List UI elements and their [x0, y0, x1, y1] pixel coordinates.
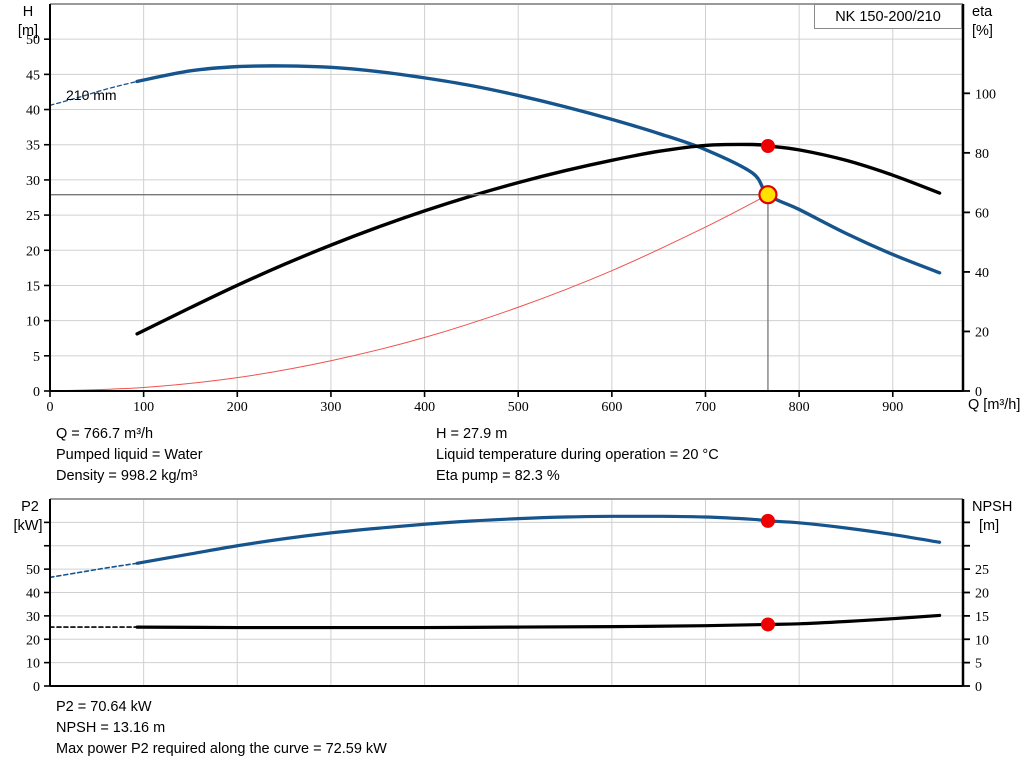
y-tick-label-right: 10	[975, 633, 989, 648]
y-tick-label-right: 100	[975, 87, 996, 102]
info-flow: Q = 766.7 m³/h	[56, 426, 154, 442]
pump-model-title: NK 150-200/210	[814, 4, 962, 29]
x-tick-label: 200	[227, 400, 248, 415]
x-tick-label: 100	[133, 400, 154, 415]
y-axis-left-unit: [kW]	[14, 518, 43, 534]
y-tick-label-left: 40	[26, 104, 40, 119]
x-tick-label: 0	[47, 400, 54, 415]
y-axis-right-title: eta	[972, 4, 993, 20]
info-pumped-liquid: Pumped liquid = Water	[56, 447, 203, 463]
y-tick-label-left: 30	[26, 610, 40, 625]
y-tick-label-right: 25	[975, 563, 989, 578]
axes-top	[44, 4, 970, 397]
y-tick-label-right: 40	[975, 266, 989, 281]
y-tick-label-left: 20	[26, 244, 40, 259]
y-tick-label-left: 20	[26, 633, 40, 648]
x-tick-label: 500	[508, 400, 529, 415]
info-liquid-temperature: Liquid temperature during operation = 20…	[436, 447, 719, 463]
grid-lines-top	[50, 3, 963, 391]
y-tick-label-right: 5	[975, 657, 982, 672]
curves-top	[49, 64, 942, 392]
info-head: H = 27.9 m	[436, 426, 508, 442]
curve-eta-pump	[135, 142, 942, 336]
y-tick-label-right: 20	[975, 587, 989, 602]
y-axis-right-unit: [%]	[972, 23, 993, 39]
y-tick-label-right: 0	[975, 385, 982, 400]
duty-markers-top	[50, 138, 778, 391]
y-axis-left-title: H	[23, 4, 33, 20]
y-tick-label-left: 15	[26, 279, 40, 294]
x-tick-label: 700	[695, 400, 716, 415]
curve-npsh	[135, 613, 942, 630]
y-axis-left-title: P2	[21, 499, 39, 515]
info-npsh: NPSH = 13.16 m	[56, 720, 166, 736]
y-axis-right-unit: [m]	[979, 518, 999, 534]
y-tick-label-left: 0	[33, 385, 40, 400]
info-density: Density = 998.2 kg/m³	[56, 468, 198, 484]
curves-bottom	[49, 514, 942, 630]
x-tick-label: 600	[601, 400, 622, 415]
y-tick-label-left: 0	[33, 680, 40, 695]
y-tick-label-left: 10	[26, 315, 40, 330]
info-top-left-column: Q = 766.7 m³/h Pumped liquid = Water Den…	[56, 424, 203, 487]
power-npsh-plot: 0 10 20 30 40 50 0 5 10 15 20 25 P2 [kW] NPSH [m]	[14, 498, 1013, 695]
y-tick-label-right: 60	[975, 206, 989, 221]
axes-bottom	[44, 499, 970, 687]
y-tick-label-right: 20	[975, 325, 989, 340]
x-tick-label: 900	[882, 400, 903, 415]
y-tick-label-left: 30	[26, 174, 40, 189]
x-tick-label: 300	[320, 400, 341, 415]
y-tick-label-left: 5	[33, 350, 40, 365]
y-tick-label-left: 50	[26, 563, 40, 578]
duty-point-info-top: Q = 766.7 m³/h Pumped liquid = Water Den…	[0, 424, 1024, 494]
duty-point-head-marker[interactable]	[758, 185, 778, 205]
info-eta-pump: Eta pump = 82.3 %	[436, 468, 560, 484]
pump-model-label: NK 150-200/210	[835, 8, 941, 25]
y-axis-right-title: NPSH	[972, 499, 1012, 515]
duty-point-eta-marker[interactable]	[760, 138, 775, 153]
curve-p2-power	[135, 514, 942, 565]
info-top-right-column: H = 27.9 m Liquid temperature during ope…	[436, 424, 719, 487]
curve-p2-dashed-extension-	[49, 562, 138, 579]
y-axis-left-unit: [m]	[18, 23, 38, 39]
x-tick-label: 400	[414, 400, 435, 415]
impeller-size-label: 210 mm	[66, 87, 117, 103]
info-power: P2 = 70.64 kW	[56, 699, 152, 715]
grid-lines-bottom	[50, 498, 963, 686]
y-tick-label-right: 0	[975, 680, 982, 695]
y-tick-label-left: 40	[26, 587, 40, 602]
y-tick-label-left: 10	[26, 657, 40, 672]
y-tick-label-left: 45	[26, 68, 40, 83]
curve-head-210-mm-impeller-	[135, 64, 942, 275]
curve-head-dashed-extension-	[49, 80, 138, 106]
duty-point-npsh-marker[interactable]	[760, 617, 775, 632]
y-tick-label-left: 50	[26, 33, 40, 48]
x-tick-label: 800	[789, 400, 810, 415]
info-bottom-left-column: P2 = 70.64 kW NPSH = 13.16 m Max power P…	[56, 697, 387, 760]
info-max-power: Max power P2 required along the curve = …	[56, 741, 387, 757]
y-tick-label-right: 80	[975, 147, 989, 162]
duty-point-info-bottom: P2 = 70.64 kW NPSH = 13.16 m Max power P…	[0, 697, 1024, 767]
x-axis-title: Q [m³/h]	[968, 397, 1020, 413]
y-tick-label-left: 35	[26, 139, 40, 154]
y-tick-label-right: 15	[975, 610, 989, 625]
axis-labels-bottom: 0 10 20 30 40 50 0 5 10 15 20 25 P2 [kW] NPSH [m]	[14, 499, 1013, 695]
duty-markers-bottom	[760, 513, 775, 632]
curve-system-curve	[49, 194, 769, 392]
y-tick-label-left: 25	[26, 209, 40, 224]
head-efficiency-chart: 0 5 10 15 20 25 30 35 40 45 50 0 20 40 60 80 100 0 100 200 3…	[18, 3, 1020, 415]
duty-point-power-marker[interactable]	[760, 513, 775, 528]
power-npsh-chart: 0 10 20 30 40 50 0 5 10 15 20 25 P2 [kW] NPSH [m]	[0, 495, 1024, 695]
